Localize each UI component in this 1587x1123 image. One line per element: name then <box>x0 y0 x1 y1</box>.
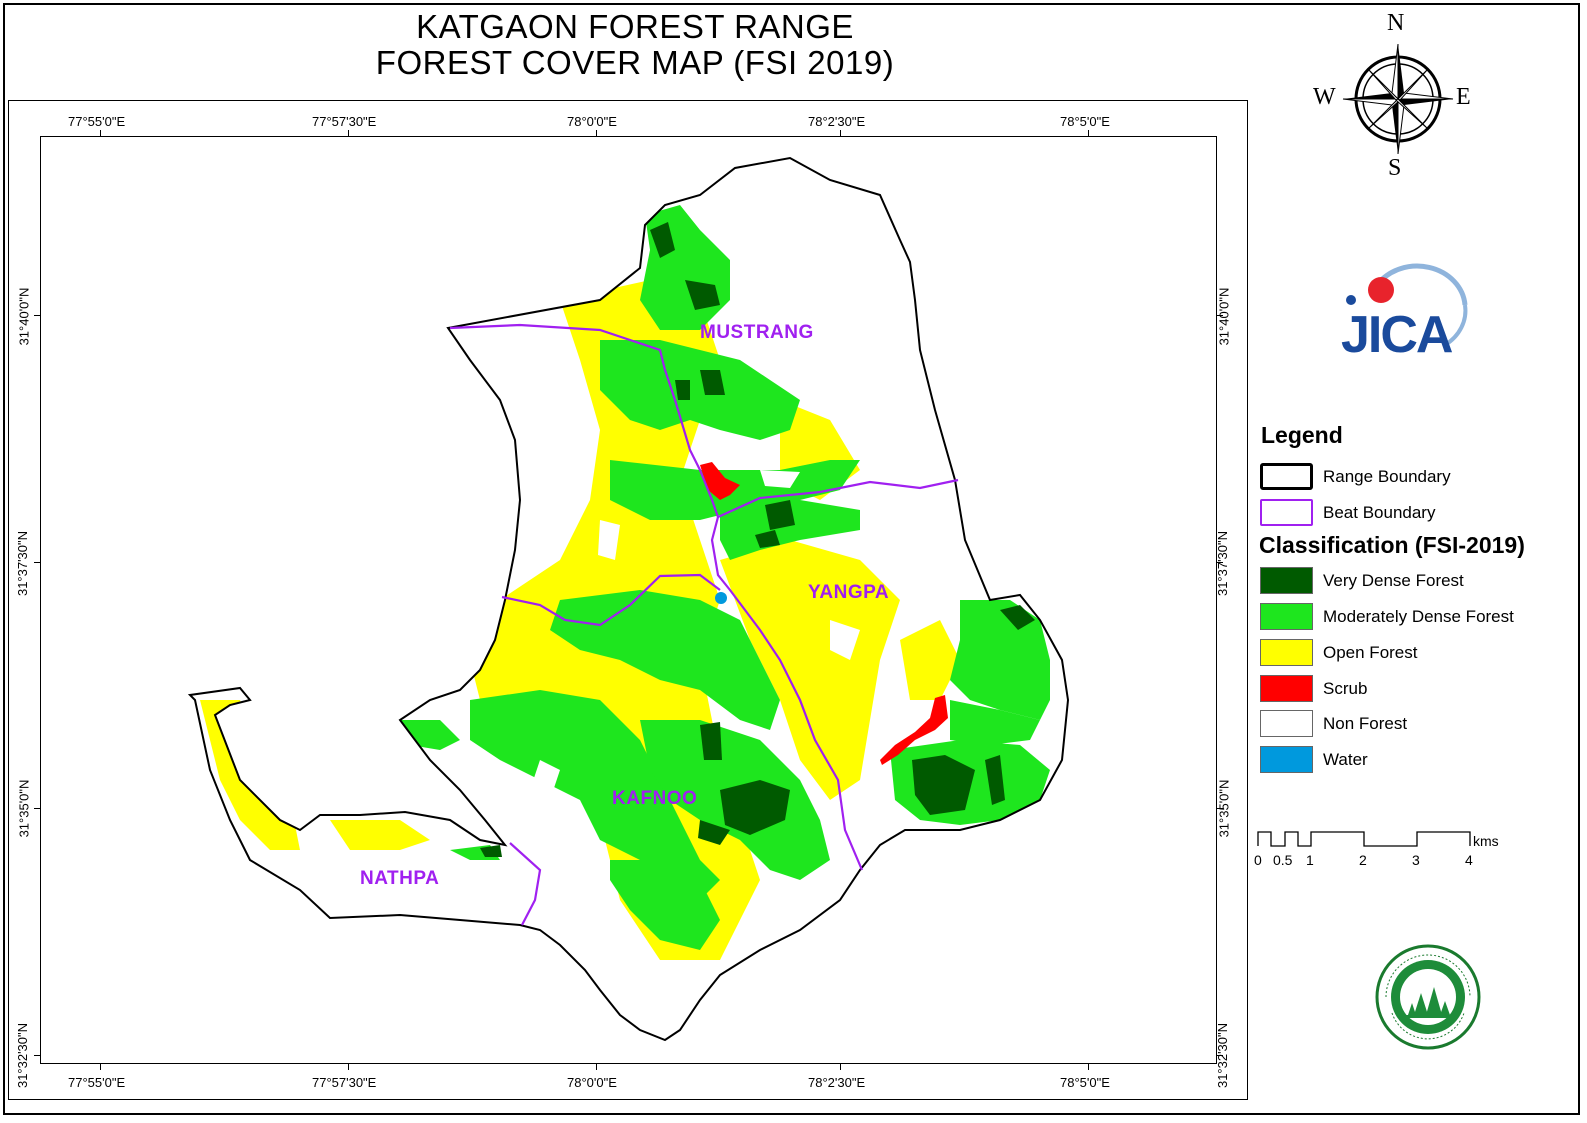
lon-label-top-3: 78°0'0"E <box>567 114 617 129</box>
lon-label-bottom-5: 78°5'0"E <box>1060 1075 1110 1090</box>
map-border <box>3 3 1580 1115</box>
map-title-line1: KATGAON FOREST RANGE <box>416 8 854 45</box>
tick <box>1216 315 1223 316</box>
lon-label-top-4: 78°2'30"E <box>808 114 866 129</box>
scale-unit: kms <box>1473 833 1499 849</box>
classification-title: Classification (FSI-2019) <box>1259 532 1525 558</box>
beat-label-yangpa: YANGPA <box>808 582 890 603</box>
beat-label-mustrang: MUSTRANG <box>700 322 814 343</box>
compass-n: N <box>1387 10 1405 36</box>
legend-label: Range Boundary <box>1323 467 1451 486</box>
very-dense-forest-patches <box>480 222 1035 857</box>
tick <box>348 1063 349 1070</box>
scrub-patch-east <box>880 695 948 765</box>
open-forest-swatch <box>1260 639 1313 666</box>
lon-label-bottom-3: 78°0'0"E <box>567 1075 617 1090</box>
lon-label-bottom-1: 77°55'0"E <box>68 1075 126 1090</box>
scale-bar <box>1257 831 1471 847</box>
legend-label: Moderately Dense Forest <box>1323 607 1514 626</box>
lon-label-bottom-4: 78°2'30"E <box>808 1075 866 1090</box>
legend-label: Very Dense Forest <box>1323 571 1464 590</box>
map-frame <box>8 100 1248 1100</box>
tick <box>348 130 349 137</box>
tick <box>1088 1063 1089 1070</box>
legend-title: Legend <box>1261 422 1343 448</box>
map-title-line2: FOREST COVER MAP (FSI 2019) <box>375 44 895 81</box>
tick <box>1216 1055 1223 1056</box>
legend-label: Open Forest <box>1323 643 1418 662</box>
very-dense-swatch <box>1260 567 1313 594</box>
legend-label: Non Forest <box>1323 714 1408 733</box>
tick <box>840 130 841 137</box>
tick <box>34 562 41 563</box>
scale-tick-0-5: 0.5 <box>1273 852 1293 868</box>
lon-label-top-5: 78°5'0"E <box>1060 114 1110 129</box>
tick <box>34 1055 41 1056</box>
scrub-swatch <box>1260 675 1313 702</box>
forest-department-emblem <box>1375 944 1481 1050</box>
non-forest-gaps <box>530 470 860 800</box>
tick <box>100 1063 101 1070</box>
beat-boundary-lines <box>449 323 959 926</box>
forest-cover-layer <box>200 205 1050 960</box>
scale-tick-0: 0 <box>1254 852 1262 868</box>
scale-tick-2: 2 <box>1359 852 1367 868</box>
tick <box>1216 562 1223 563</box>
legend-label: Water <box>1323 750 1368 769</box>
tick <box>596 130 597 137</box>
north-arrow-icon <box>1342 43 1454 155</box>
lon-label-bottom-2: 77°57'30"E <box>312 1075 377 1090</box>
tick <box>596 1063 597 1070</box>
tick <box>1216 808 1223 809</box>
tick <box>840 1063 841 1070</box>
tick <box>34 808 41 809</box>
jica-logo-text: JICA <box>1341 306 1453 360</box>
scale-tick-1: 1 <box>1306 852 1314 868</box>
lon-label-top-1: 77°55'0"E <box>68 114 126 129</box>
tick <box>1088 130 1089 137</box>
forest-cover-map <box>187 156 1070 1042</box>
range-boundary-line <box>187 156 1070 1042</box>
water-swatch <box>1260 746 1313 773</box>
legend-label: Scrub <box>1323 679 1368 698</box>
beat-label-kafnoo: KAFNOO <box>612 788 698 809</box>
scrub-patch-north <box>700 462 740 500</box>
scale-tick-4: 4 <box>1465 852 1473 868</box>
compass-w: W <box>1313 84 1336 110</box>
tick <box>34 315 41 316</box>
water-body <box>715 592 727 604</box>
compass-s: S <box>1388 155 1402 181</box>
range-boundary-swatch <box>1260 463 1313 490</box>
moderately-dense-swatch <box>1260 603 1313 630</box>
lon-label-top-2: 77°57'30"E <box>312 114 377 129</box>
beat-label-nathpa: NATHPA <box>360 868 440 889</box>
legend-label: Beat Boundary <box>1323 503 1436 522</box>
jica-logo: JICA <box>1341 263 1468 360</box>
tick <box>100 130 101 137</box>
map-neatline <box>40 136 1217 1064</box>
scale-tick-3: 3 <box>1412 852 1420 868</box>
compass-e: E <box>1456 84 1471 110</box>
non-forest-swatch <box>1260 710 1313 737</box>
beat-boundary-swatch <box>1260 499 1313 526</box>
